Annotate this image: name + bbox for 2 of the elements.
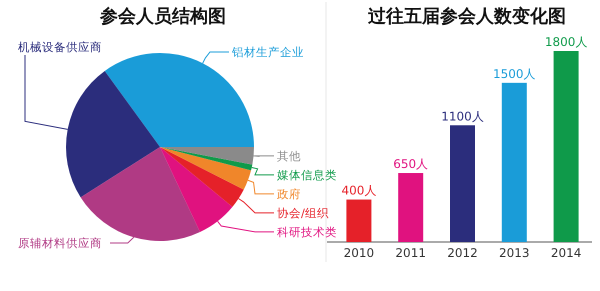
title: 参会人员结构图 [100, 6, 226, 27]
title: 过往五届参会人数变化图 [368, 6, 566, 27]
